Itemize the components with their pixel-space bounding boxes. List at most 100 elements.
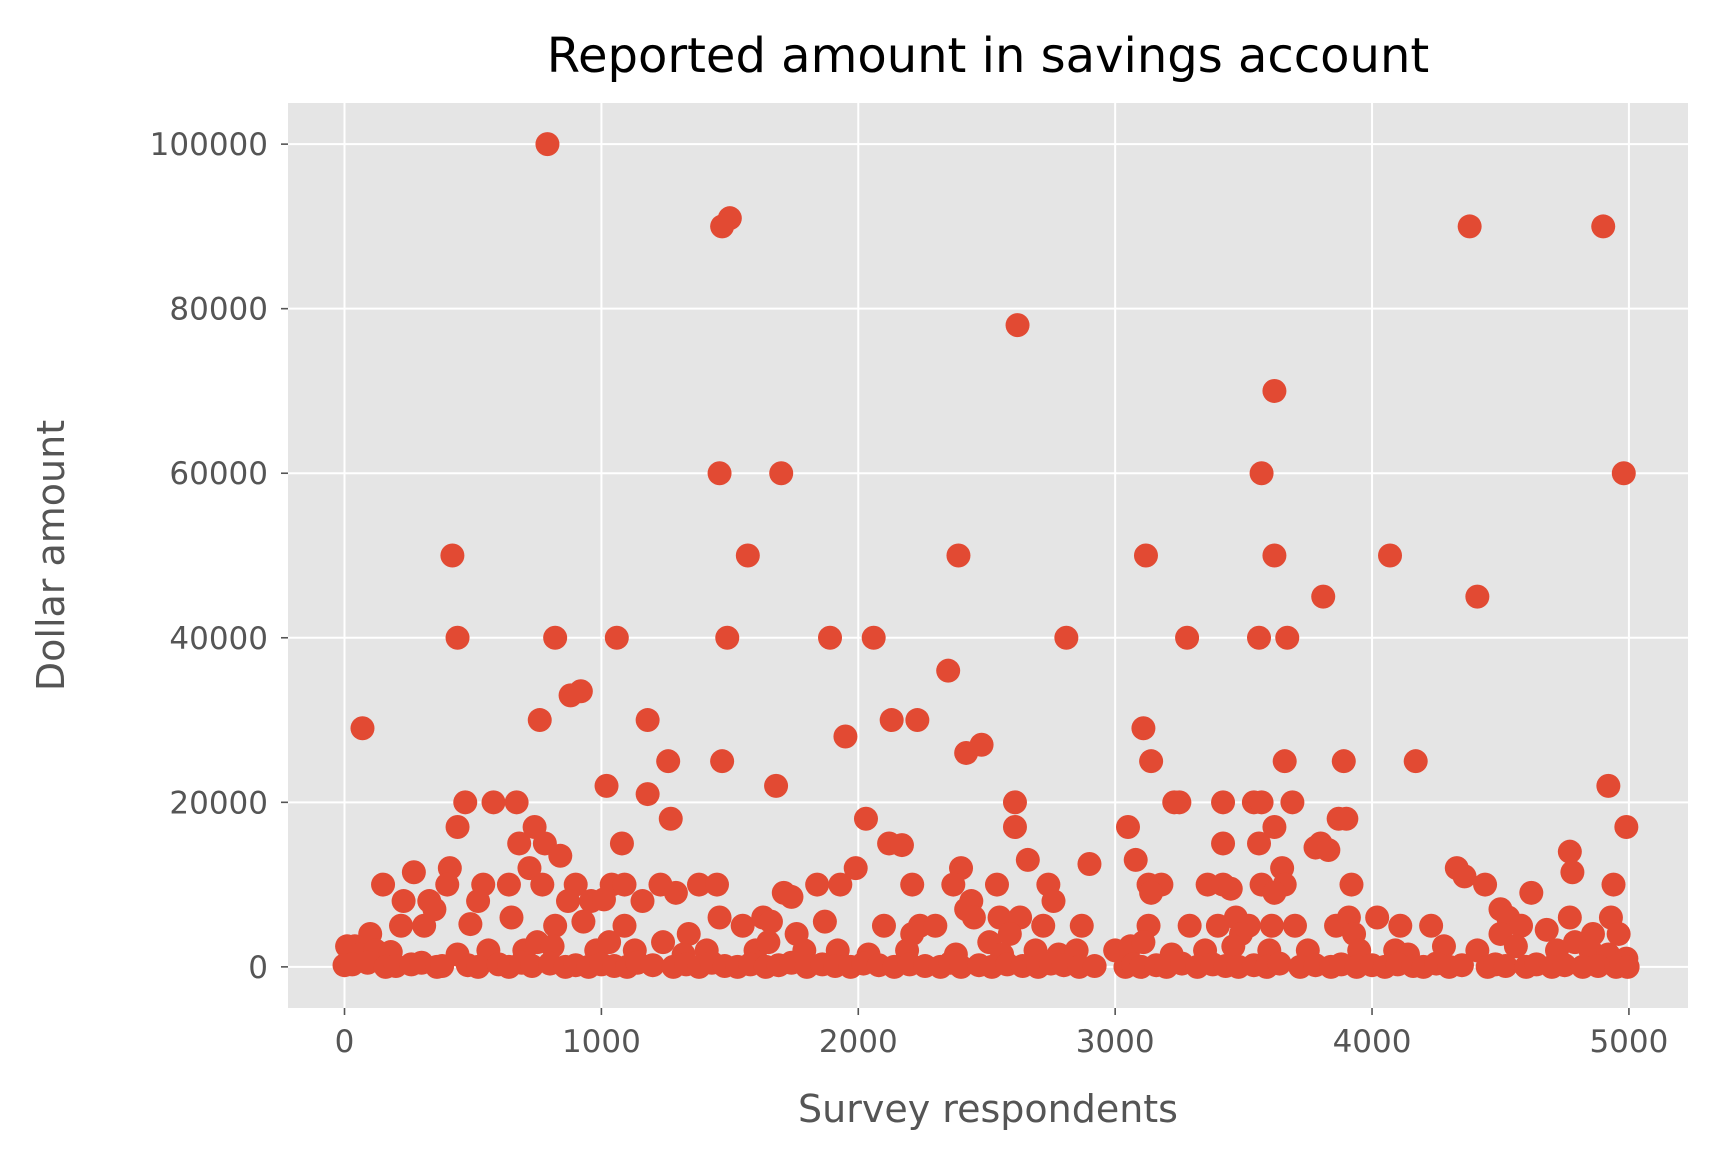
data-point: [630, 889, 655, 914]
data-point: [1365, 905, 1390, 930]
data-point: [1177, 913, 1202, 938]
data-point: [1493, 954, 1518, 979]
data-point: [871, 913, 896, 938]
data-point: [571, 909, 596, 934]
data-point: [591, 887, 616, 912]
y-axis-label: Dollar amount: [29, 420, 73, 691]
x-tick-label: 3000: [1076, 1024, 1155, 1060]
data-point: [1311, 584, 1336, 609]
data-point: [1249, 790, 1274, 815]
data-point: [756, 930, 781, 955]
data-point: [997, 921, 1022, 946]
data-point: [1054, 625, 1079, 650]
data-point: [1339, 872, 1364, 897]
data-point: [1452, 864, 1477, 889]
data-point: [1614, 815, 1639, 839]
data-point: [435, 872, 460, 897]
data-point: [499, 905, 524, 930]
data-point: [1123, 847, 1148, 872]
data-point: [1503, 934, 1528, 959]
data-point: [900, 872, 925, 897]
data-point: [445, 625, 470, 650]
data-point: [1139, 880, 1164, 905]
data-point: [1077, 852, 1102, 877]
x-tick-label: 2000: [819, 1024, 898, 1060]
data-point: [758, 909, 783, 934]
axis-ticks: 0 1000 2000 3000 4000 5000 0 20000 40000 60000 800…: [150, 127, 1669, 1060]
data-point: [676, 921, 701, 946]
data-point: [527, 708, 552, 733]
data-point: [543, 625, 568, 650]
data-point: [1534, 917, 1559, 942]
data-point: [1473, 872, 1498, 897]
data-point: [905, 708, 930, 733]
data-point: [640, 953, 665, 978]
data-point: [1601, 872, 1626, 897]
plot-background: [288, 103, 1688, 1008]
data-point: [597, 930, 622, 955]
y-tick-label: 40000: [169, 621, 268, 657]
data-point: [1069, 913, 1094, 938]
data-point: [764, 773, 789, 798]
data-point: [1041, 889, 1066, 914]
data-point: [401, 860, 426, 885]
data-point: [984, 872, 1009, 897]
data-point: [651, 930, 676, 955]
data-point: [1388, 913, 1413, 938]
data-point: [954, 740, 979, 765]
data-point: [687, 872, 712, 897]
data-point: [1519, 880, 1544, 905]
data-points: [332, 132, 1640, 979]
data-point: [1403, 749, 1428, 774]
data-point: [1262, 880, 1287, 905]
data-point: [466, 954, 491, 979]
data-point: [1247, 831, 1272, 856]
data-point: [507, 831, 532, 856]
data-point: [1272, 749, 1297, 774]
data-point: [1175, 625, 1200, 650]
data-point: [1131, 716, 1156, 741]
data-point: [391, 889, 416, 914]
y-tick-label: 80000: [169, 292, 268, 328]
data-point: [1015, 847, 1040, 872]
data-point: [612, 913, 637, 938]
data-point: [1552, 953, 1577, 978]
x-tick-label: 4000: [1333, 1024, 1412, 1060]
data-point: [1267, 951, 1292, 976]
data-point: [779, 884, 804, 909]
data-point: [656, 749, 681, 774]
data-point: [496, 872, 521, 897]
data-point: [1465, 584, 1490, 609]
data-point: [735, 543, 760, 568]
data-point: [466, 889, 491, 914]
x-tick-label: 0: [335, 1024, 355, 1060]
data-point: [1116, 815, 1140, 839]
data-point: [1586, 954, 1611, 979]
data-point: [1082, 954, 1107, 979]
data-point: [1002, 790, 1027, 815]
data-point: [458, 912, 483, 937]
data-point: [1334, 806, 1359, 831]
data-point: [769, 461, 794, 486]
x-axis-label: Survey respondents: [798, 1087, 1178, 1131]
data-point: [710, 214, 735, 239]
data-point: [568, 679, 593, 704]
data-point: [548, 843, 573, 868]
data-point: [1002, 815, 1027, 839]
data-point: [707, 905, 732, 930]
data-point: [350, 716, 375, 741]
data-point: [1131, 930, 1156, 955]
data-point: [1249, 461, 1274, 486]
data-point: [412, 913, 437, 938]
data-point: [818, 625, 843, 650]
data-point: [1596, 773, 1621, 798]
data-point: [530, 872, 555, 897]
data-point: [828, 872, 853, 897]
data-point: [1557, 839, 1582, 864]
data-point: [853, 806, 878, 831]
data-point: [889, 833, 914, 858]
data-point: [1205, 913, 1230, 938]
data-point: [861, 625, 886, 650]
